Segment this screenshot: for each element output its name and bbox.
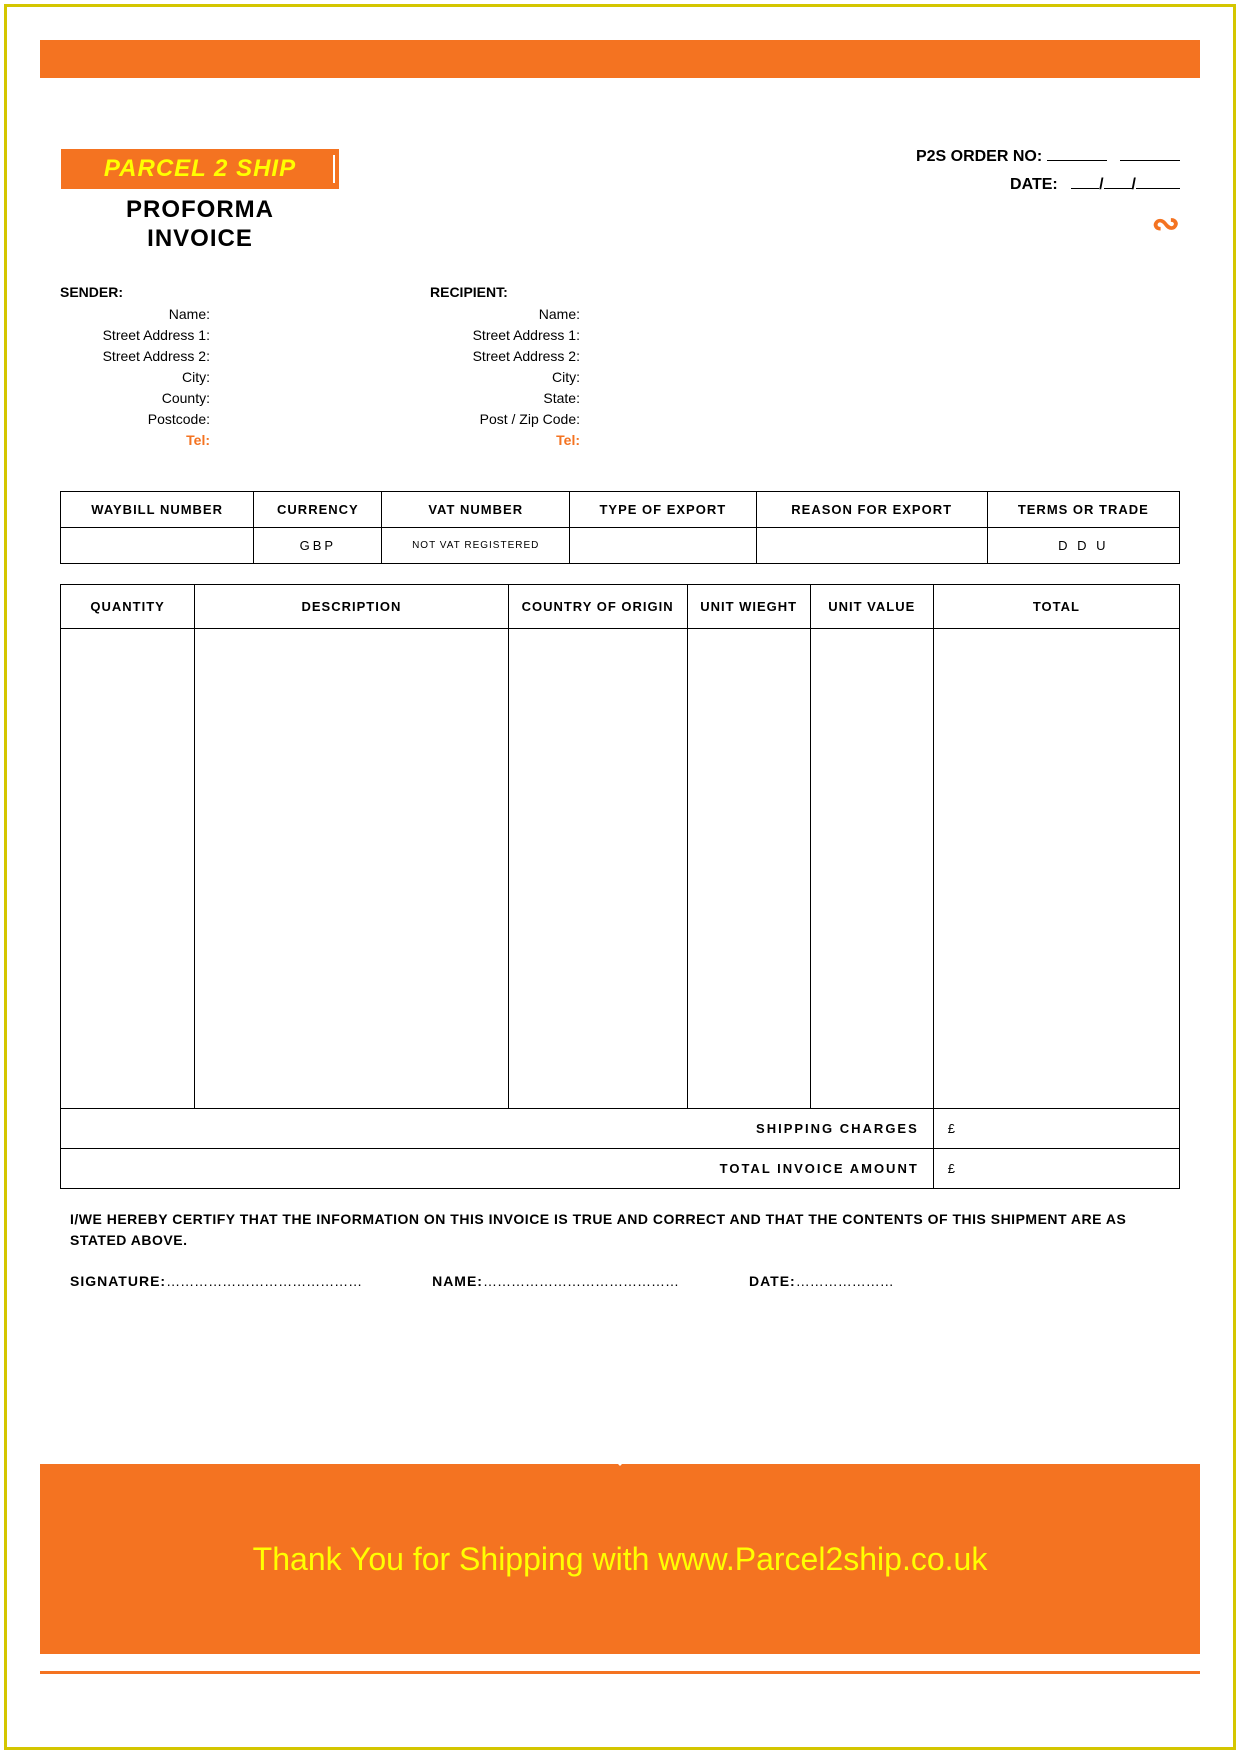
order-blank-1[interactable]	[1047, 160, 1107, 161]
sender-heading: SENDER:	[60, 284, 210, 300]
meta-v-currency[interactable]: GBP	[254, 527, 382, 563]
sender-postcode: Postcode:	[60, 409, 210, 430]
meta-v-waybill[interactable]	[61, 527, 254, 563]
cell-weight[interactable]	[687, 628, 810, 1108]
flourish-icon: ∾	[916, 204, 1180, 244]
title-line2: INVOICE	[60, 225, 340, 254]
meta-v-vat[interactable]: NOT VAT REGISTERED	[382, 527, 569, 563]
sig-name[interactable]: NAME:	[432, 1273, 679, 1289]
meta-v-terms[interactable]: D D U	[987, 527, 1179, 563]
items-body-row[interactable]	[61, 628, 1180, 1108]
items-h-value: UNIT VALUE	[810, 584, 933, 628]
meta-h-type: TYPE OF EXPORT	[569, 491, 756, 527]
items-table: QUANTITY DESCRIPTION COUNTRY OF ORIGIN U…	[60, 584, 1180, 1189]
meta-h-terms: TERMS OR TRADE	[987, 491, 1179, 527]
recipient-city: City:	[430, 367, 580, 388]
shipping-row: SHIPPING CHARGES £	[61, 1108, 1180, 1148]
cell-origin[interactable]	[508, 628, 687, 1108]
items-h-origin: COUNTRY OF ORIGIN	[508, 584, 687, 628]
sender-addr1: Street Address 1:	[60, 325, 210, 346]
sender-tel: Tel:	[60, 430, 210, 451]
cell-total[interactable]	[933, 628, 1179, 1108]
recipient-block: RECIPIENT: Name: Street Address 1: Stree…	[430, 284, 580, 451]
footer-text: Thank You for Shipping with www.Parcel2s…	[253, 1541, 988, 1578]
total-row: TOTAL INVOICE AMOUNT £	[61, 1148, 1180, 1188]
items-h-weight: UNIT WIEGHT	[687, 584, 810, 628]
shipping-value[interactable]: £	[933, 1108, 1179, 1148]
meta-value-row: GBP NOT VAT REGISTERED D D U	[61, 527, 1180, 563]
meta-table: WAYBILL NUMBER CURRENCY VAT NUMBER TYPE …	[60, 491, 1180, 564]
total-value[interactable]: £	[933, 1148, 1179, 1188]
certify-text: I/WE HEREBY CERTIFY THAT THE INFORMATION…	[40, 1189, 1200, 1251]
recipient-tel: Tel:	[430, 430, 580, 451]
document-title: PROFORMA INVOICE	[60, 196, 340, 254]
items-h-total: TOTAL	[933, 584, 1179, 628]
sender-block: SENDER: Name: Street Address 1: Street A…	[60, 284, 210, 451]
recipient-heading: RECIPIENT:	[430, 284, 580, 300]
date-blank-1[interactable]	[1071, 188, 1099, 189]
cell-desc[interactable]	[195, 628, 508, 1108]
cell-value[interactable]	[810, 628, 933, 1108]
recipient-name: Name:	[430, 304, 580, 325]
header: PARCEL 2 SHIP PROFORMA INVOICE P2S ORDER…	[40, 148, 1200, 254]
sender-name: Name:	[60, 304, 210, 325]
header-right: P2S ORDER NO: DATE: // ∾	[916, 148, 1180, 254]
cell-qty[interactable]	[61, 628, 195, 1108]
sig-signature[interactable]: SIGNATURE:	[70, 1273, 362, 1289]
shipping-label: SHIPPING CHARGES	[61, 1108, 934, 1148]
total-label: TOTAL INVOICE AMOUNT	[61, 1148, 934, 1188]
meta-h-reason: REASON FOR EXPORT	[756, 491, 987, 527]
title-line1: PROFORMA	[60, 196, 340, 225]
meta-h-currency: CURRENCY	[254, 491, 382, 527]
recipient-addr1: Street Address 1:	[430, 325, 580, 346]
recipient-addr2: Street Address 2:	[430, 346, 580, 367]
items-header-row: QUANTITY DESCRIPTION COUNTRY OF ORIGIN U…	[61, 584, 1180, 628]
order-label: P2S ORDER NO:	[916, 148, 1042, 165]
address-zone: SENDER: Name: Street Address 1: Street A…	[40, 254, 1200, 461]
items-h-desc: DESCRIPTION	[195, 584, 508, 628]
sender-city: City:	[60, 367, 210, 388]
meta-h-waybill: WAYBILL NUMBER	[61, 491, 254, 527]
signature-line: SIGNATURE: NAME: DATE:	[40, 1251, 1200, 1289]
sig-date[interactable]: DATE:	[749, 1273, 894, 1289]
date-line: DATE: //	[916, 176, 1180, 194]
header-left: PARCEL 2 SHIP PROFORMA INVOICE	[60, 148, 340, 254]
logo-text: PARCEL 2 SHIP	[104, 155, 296, 182]
order-number-line: P2S ORDER NO:	[916, 148, 1180, 166]
bottom-rule	[40, 1671, 1200, 1674]
date-blank-2[interactable]	[1104, 188, 1132, 189]
meta-header-row: WAYBILL NUMBER CURRENCY VAT NUMBER TYPE …	[61, 491, 1180, 527]
recipient-zip: Post / Zip Code:	[430, 409, 580, 430]
top-accent-bar	[40, 40, 1200, 78]
meta-v-type[interactable]	[569, 527, 756, 563]
page-content: PARCEL 2 SHIP PROFORMA INVOICE P2S ORDER…	[40, 40, 1200, 1714]
recipient-state: State:	[430, 388, 580, 409]
sender-addr2: Street Address 2:	[60, 346, 210, 367]
sender-county: County:	[60, 388, 210, 409]
date-blank-3[interactable]	[1136, 188, 1180, 189]
order-blank-2[interactable]	[1120, 160, 1180, 161]
date-label: DATE:	[1010, 176, 1058, 193]
logo-badge: PARCEL 2 SHIP	[60, 148, 340, 190]
footer-bar: Thank You for Shipping with www.Parcel2s…	[40, 1464, 1200, 1654]
meta-v-reason[interactable]	[756, 527, 987, 563]
items-h-qty: QUANTITY	[61, 584, 195, 628]
meta-h-vat: VAT NUMBER	[382, 491, 569, 527]
